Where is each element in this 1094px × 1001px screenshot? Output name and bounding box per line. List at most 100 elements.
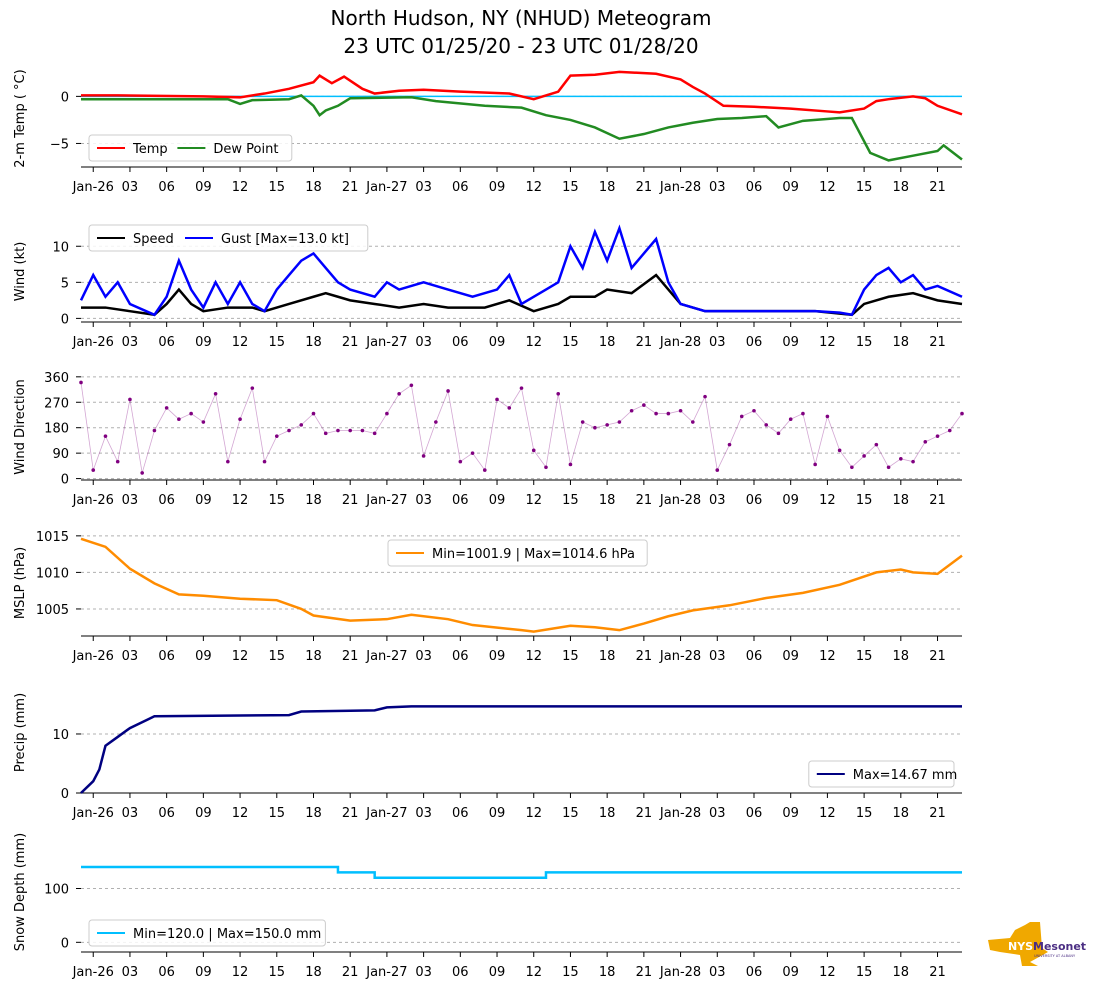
direction-point — [323, 431, 328, 436]
x-tick-label: 03 — [709, 649, 726, 664]
y-axis-label: Wind (kt) — [13, 242, 28, 302]
x-tick-label: Jan-26 — [72, 335, 114, 350]
x-tick-label: Jan-28 — [659, 493, 701, 508]
direction-point — [360, 428, 365, 433]
y-tick-label: 1015 — [36, 530, 69, 545]
direction-point — [617, 420, 622, 424]
x-tick-label: 18 — [305, 180, 322, 195]
x-tick-label: 03 — [415, 493, 432, 508]
x-tick-label: 09 — [195, 180, 212, 195]
direction-point — [556, 391, 561, 396]
x-tick-label: Jan-28 — [659, 649, 701, 664]
legend-box — [88, 919, 326, 947]
x-tick-label: 09 — [782, 335, 799, 350]
direction-point — [250, 386, 255, 390]
legend: Speed Gust [Max=13.0 kt] — [88, 224, 369, 252]
direction-point — [642, 403, 646, 407]
x-tick-label: 15 — [269, 965, 286, 980]
x-tick-label: 21 — [342, 180, 359, 195]
series-line-gust — [79, 224, 963, 317]
direction-point — [91, 468, 96, 472]
x-tick-label: 15 — [856, 806, 873, 821]
x-tick-label: 15 — [856, 180, 873, 195]
x-tick-label: 09 — [782, 180, 799, 195]
direction-point — [752, 408, 756, 413]
logo-nys: NYS — [1008, 940, 1033, 953]
y-tick-label: 10 — [52, 728, 69, 743]
direction-point — [79, 380, 83, 385]
y-tick-label: 0 — [61, 473, 69, 488]
x-tick-label: 06 — [746, 965, 763, 980]
x-tick-label: 12 — [525, 649, 542, 664]
x-tick-label: 06 — [746, 806, 763, 821]
direction-point — [666, 411, 671, 416]
direction-point — [862, 454, 866, 458]
direction-point — [568, 462, 573, 467]
x-tick-label: 09 — [489, 965, 506, 980]
x-tick-label: 12 — [819, 806, 836, 821]
direction-point — [128, 397, 132, 402]
direction-point — [739, 414, 744, 419]
direction-point — [421, 454, 426, 458]
x-tick-label: 21 — [929, 493, 946, 508]
x-tick-label: 09 — [489, 493, 506, 508]
x-tick-label: 21 — [929, 649, 946, 664]
x-tick-label: 06 — [746, 180, 763, 195]
x-tick-label: 03 — [122, 649, 139, 664]
direction-point — [593, 425, 597, 430]
direction-point — [201, 420, 206, 424]
direction-point — [813, 462, 817, 467]
x-tick-label: 09 — [782, 806, 799, 821]
direction-point — [947, 428, 952, 433]
x-tick-label: 18 — [893, 335, 910, 350]
direction-point — [213, 391, 218, 396]
series-line-min=120.0 — [81, 865, 962, 879]
x-tick-label: 21 — [636, 649, 653, 664]
x-tick-label: 21 — [929, 180, 946, 195]
x-tick-label: 06 — [452, 806, 469, 821]
x-tick-label: 12 — [232, 649, 249, 664]
direction-point — [654, 411, 658, 416]
legend-box — [808, 760, 955, 788]
y-tick-label: 0 — [61, 787, 69, 802]
x-tick-label: 21 — [636, 493, 653, 508]
panel-4: 0 10 Jan-26 03 06 09 12 15 18 21 Jan-27 03 06 09 12 15 1… — [13, 693, 962, 821]
legend-label: Speed — [133, 232, 174, 247]
x-tick-label: 06 — [158, 180, 175, 195]
x-tick-label: 18 — [599, 806, 616, 821]
panel-0: 0 −5 Jan-26 03 06 09 12 15 18 21 Jan-27 03 06 09 12 15 1… — [13, 69, 963, 195]
x-tick-label: 21 — [929, 806, 946, 821]
direction-point — [177, 417, 181, 422]
x-tick-label: 18 — [305, 649, 322, 664]
series-line-dew — [81, 94, 963, 162]
x-tick-label: 15 — [562, 180, 579, 195]
x-tick-label: 21 — [342, 335, 359, 350]
direction-point — [874, 442, 879, 447]
x-tick-label: 18 — [893, 806, 910, 821]
x-tick-label: 12 — [819, 335, 836, 350]
y-tick-label: 360 — [44, 371, 69, 386]
x-tick-label: 12 — [819, 493, 836, 508]
direction-point — [409, 383, 414, 388]
legend: Temp Dew Point — [88, 134, 293, 162]
direction-point — [226, 459, 230, 464]
x-tick-label: 18 — [893, 180, 910, 195]
direction-point — [801, 411, 805, 416]
x-tick-label: 21 — [636, 180, 653, 195]
x-tick-label: 03 — [415, 180, 432, 195]
x-tick-label: 15 — [269, 806, 286, 821]
x-tick-label: 06 — [158, 806, 175, 821]
x-tick-label: 03 — [415, 335, 432, 350]
x-tick-label: 03 — [415, 965, 432, 980]
x-tick-label: 06 — [452, 649, 469, 664]
direction-point — [629, 408, 634, 413]
direction-point — [960, 411, 964, 416]
direction-point — [899, 457, 903, 461]
x-tick-label: 12 — [525, 493, 542, 508]
new-york-state-shape — [988, 922, 1048, 966]
x-tick-label: 03 — [709, 965, 726, 980]
x-tick-label: 12 — [525, 806, 542, 821]
y-tick-label: 0 — [61, 312, 69, 327]
